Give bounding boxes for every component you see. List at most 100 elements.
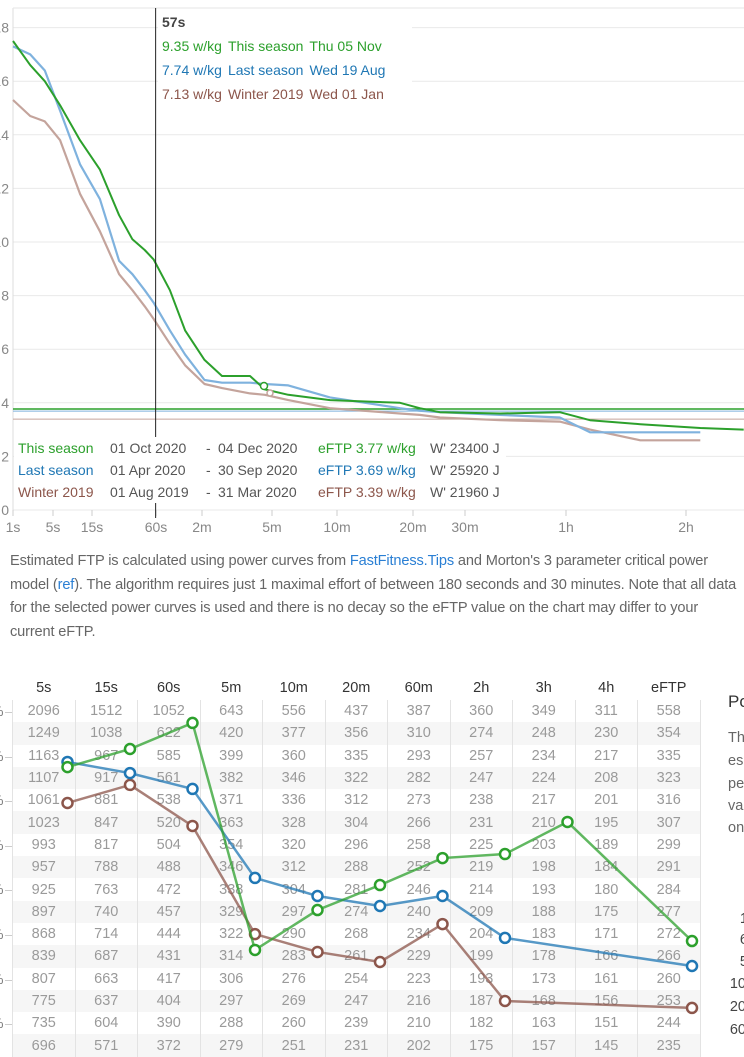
row-label: % [0, 1015, 3, 1031]
row-tick [5, 756, 12, 758]
column-header[interactable]: 15s [94, 680, 118, 696]
column-header[interactable]: 20m [342, 680, 371, 696]
table-cell: 637 [74, 989, 138, 1013]
tooltip-name: Last season [227, 62, 304, 78]
table-cell: 161 [574, 967, 638, 990]
legend-row-winter-2019[interactable]: Winter 2019 01 Aug 2019 -31 Mar 2020 eFTP 3… [18, 481, 500, 503]
row-label: % [0, 748, 3, 764]
column-header[interactable]: 3h [535, 680, 552, 696]
column-header[interactable]: 60m [404, 680, 433, 696]
side-text: pe [728, 776, 744, 792]
table-cell: 173 [512, 967, 576, 990]
table-cell: 360 [449, 700, 513, 723]
table-cell: 244 [637, 1012, 701, 1035]
table-cell: 1163 [12, 744, 76, 767]
table-cell: 182 [449, 1012, 513, 1035]
table-cell: 360 [262, 744, 326, 767]
table-cell: 520 [137, 811, 201, 834]
table-cell: 556 [262, 700, 326, 723]
table-cell: 346 [199, 856, 263, 879]
column-header[interactable]: 4h [598, 680, 615, 696]
y-tick-label: 14 [0, 127, 9, 143]
x-tick-label: 2h [678, 519, 694, 535]
table-cell: 1052 [137, 700, 201, 723]
table-cell: 239 [324, 1012, 388, 1035]
table-cell: 254 [324, 967, 388, 990]
table-cell: 472 [137, 878, 201, 901]
column-header[interactable]: eFTP [651, 680, 687, 696]
series-line-last-season[interactable] [12, 45, 701, 434]
y-tick-label: 8 [1, 288, 9, 304]
legend-end: 31 Mar 2020 [218, 484, 297, 500]
column-header[interactable]: 60s [157, 680, 181, 696]
table-cell: 234 [387, 922, 451, 946]
table-cell: 444 [137, 922, 201, 946]
table-cell: 238 [449, 789, 513, 812]
row-tick [5, 712, 12, 713]
table-cell: 260 [637, 967, 701, 990]
table-cell: 151 [574, 1012, 638, 1035]
legend-name[interactable]: Winter 2019 [18, 484, 94, 500]
table-cell: 293 [387, 744, 451, 767]
table-cell: 307 [637, 811, 701, 834]
table-header: 5s 15s 60s 5m 10m 20m 60m 2h 3h 4h eFTP [13, 676, 701, 700]
side-text: Th [728, 730, 744, 746]
series-line-this-season[interactable] [12, 40, 744, 431]
table-cell: 504 [137, 833, 201, 857]
legend-row-last-season[interactable]: Last season 01 Apr 2020 -30 Sep 2020 eFTP 3… [18, 459, 500, 481]
table-cell: 310 [387, 722, 451, 745]
row-tick [5, 935, 12, 936]
row-label: % [0, 926, 3, 942]
tooltip-row-last-season: 7.74 w/kg Last season Wed 19 Aug [162, 58, 412, 82]
side-panel-title: Po [728, 692, 744, 711]
table-cell: 314 [199, 945, 263, 968]
table-cell: 277 [637, 900, 701, 923]
row-tick [5, 979, 12, 981]
series-line-winter-2019[interactable] [12, 99, 701, 442]
legend-name[interactable]: Last season [18, 462, 94, 478]
table-cell: 266 [637, 945, 701, 968]
table-cell: 363 [199, 811, 263, 834]
side-number: 6 [739, 932, 744, 948]
table-cell: 788 [74, 856, 138, 879]
table-row: 993 817 504 354 320 296 258 225 203 189 299 [12, 833, 701, 857]
table-cell: 349 [512, 700, 576, 723]
table-cell: 328 [262, 811, 326, 834]
legend-start: 01 Aug 2019 [110, 484, 189, 500]
tooltip-date: Wed 01 Jan [309, 86, 384, 102]
row-tick [5, 1024, 12, 1026]
table-cell: 1107 [12, 766, 76, 790]
table-cell: 420 [199, 722, 263, 745]
table-cell: 252 [387, 856, 451, 879]
table-cell: 253 [637, 989, 701, 1013]
legend-row-this-season[interactable]: This season 01 Oct 2020 -04 Dec 2020 eFTP 3… [18, 437, 500, 459]
table-cell: 274 [449, 722, 513, 745]
table-cell: 377 [262, 722, 326, 745]
column-header[interactable]: 5s [36, 680, 52, 696]
table-cell: 312 [262, 856, 326, 879]
table-cell: 229 [387, 945, 451, 968]
column-header[interactable]: 2h [473, 680, 490, 696]
row-label: % [0, 703, 3, 719]
table-cell: 917 [74, 766, 138, 790]
legend-name[interactable]: This season [18, 440, 94, 456]
eftp-description: Estimated FTP is calculated using power … [10, 550, 740, 644]
table-cell: 246 [387, 878, 451, 901]
side-number: 10 [729, 976, 744, 992]
tooltip-duration: 57s [162, 14, 186, 30]
table-cell: 329 [199, 900, 263, 923]
x-tick-label: 2m [192, 519, 211, 535]
table-cell: 696 [12, 1034, 76, 1057]
column-header[interactable]: 10m [279, 680, 308, 696]
table-cell: 187 [449, 989, 513, 1013]
table-cell: 323 [637, 766, 701, 790]
ref-link[interactable]: ref [57, 576, 75, 593]
table-cell: 571 [74, 1034, 138, 1057]
table-cell: 234 [512, 744, 576, 767]
fastfitness-link[interactable]: FastFitness.Tips [349, 553, 454, 569]
table-cell: 817 [74, 833, 138, 857]
table-cell: 740 [74, 900, 138, 923]
column-header[interactable]: 5m [221, 680, 242, 696]
table-cell: 763 [74, 878, 138, 901]
y-tick-label: 12 [0, 180, 9, 196]
